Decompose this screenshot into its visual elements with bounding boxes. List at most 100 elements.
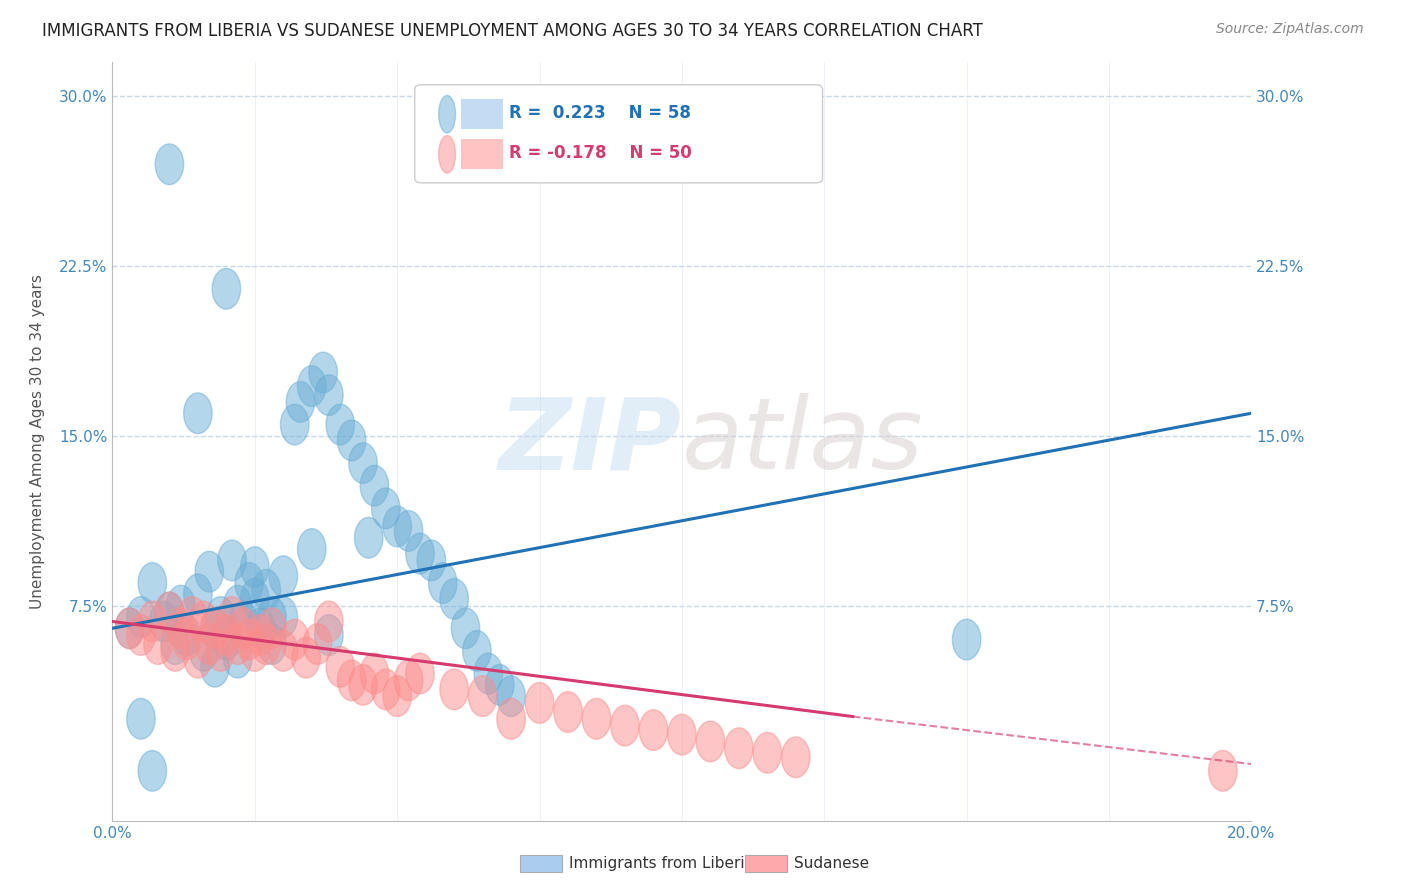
Ellipse shape: [173, 615, 201, 656]
Ellipse shape: [668, 714, 696, 755]
Text: IMMIGRANTS FROM LIBERIA VS SUDANESE UNEMPLOYMENT AMONG AGES 30 TO 34 YEARS CORRE: IMMIGRANTS FROM LIBERIA VS SUDANESE UNEM…: [42, 22, 983, 40]
Ellipse shape: [224, 624, 252, 665]
Ellipse shape: [138, 750, 166, 791]
Ellipse shape: [382, 676, 412, 716]
Ellipse shape: [292, 637, 321, 678]
Ellipse shape: [179, 597, 207, 637]
Ellipse shape: [201, 647, 229, 687]
Ellipse shape: [463, 631, 491, 672]
Ellipse shape: [298, 366, 326, 407]
Ellipse shape: [304, 624, 332, 665]
Ellipse shape: [269, 597, 298, 637]
Ellipse shape: [224, 637, 252, 678]
Ellipse shape: [166, 607, 195, 648]
Ellipse shape: [207, 597, 235, 637]
Text: R =  0.223    N = 58: R = 0.223 N = 58: [509, 104, 690, 122]
Ellipse shape: [160, 624, 190, 665]
Ellipse shape: [166, 585, 195, 626]
Ellipse shape: [184, 637, 212, 678]
Ellipse shape: [485, 665, 515, 706]
Ellipse shape: [138, 563, 166, 603]
Ellipse shape: [201, 607, 229, 648]
Ellipse shape: [371, 488, 401, 529]
Ellipse shape: [184, 574, 212, 615]
Ellipse shape: [252, 624, 280, 665]
Text: Sudanese: Sudanese: [794, 856, 869, 871]
Ellipse shape: [246, 615, 274, 656]
Ellipse shape: [326, 647, 354, 687]
Text: Source: ZipAtlas.com: Source: ZipAtlas.com: [1216, 22, 1364, 37]
Ellipse shape: [218, 540, 246, 581]
Ellipse shape: [138, 601, 166, 642]
Ellipse shape: [526, 682, 554, 723]
Ellipse shape: [173, 619, 201, 660]
Ellipse shape: [269, 631, 298, 672]
Ellipse shape: [212, 619, 240, 660]
Ellipse shape: [224, 585, 252, 626]
Ellipse shape: [315, 375, 343, 416]
Ellipse shape: [269, 556, 298, 597]
Ellipse shape: [309, 352, 337, 392]
Y-axis label: Unemployment Among Ages 30 to 34 years: Unemployment Among Ages 30 to 34 years: [31, 274, 45, 609]
Ellipse shape: [474, 653, 502, 694]
Ellipse shape: [229, 601, 257, 642]
Ellipse shape: [496, 698, 526, 739]
Ellipse shape: [696, 721, 724, 762]
Ellipse shape: [354, 517, 382, 558]
Text: ZIP: ZIP: [499, 393, 682, 490]
Ellipse shape: [240, 631, 269, 672]
Text: Immigrants from Liberia: Immigrants from Liberia: [569, 856, 755, 871]
Ellipse shape: [127, 698, 155, 739]
Ellipse shape: [195, 624, 224, 665]
Ellipse shape: [429, 563, 457, 603]
Ellipse shape: [640, 710, 668, 750]
Text: atlas: atlas: [682, 393, 924, 490]
Ellipse shape: [440, 579, 468, 619]
Ellipse shape: [360, 466, 388, 506]
Ellipse shape: [554, 691, 582, 732]
Ellipse shape: [252, 569, 280, 610]
Ellipse shape: [360, 653, 388, 694]
Ellipse shape: [298, 529, 326, 569]
Ellipse shape: [184, 392, 212, 434]
Ellipse shape: [240, 579, 269, 619]
Text: R = -0.178    N = 50: R = -0.178 N = 50: [509, 145, 692, 162]
Ellipse shape: [235, 619, 263, 660]
Ellipse shape: [280, 404, 309, 445]
Ellipse shape: [280, 619, 309, 660]
Ellipse shape: [406, 533, 434, 574]
Ellipse shape: [496, 676, 526, 716]
Ellipse shape: [451, 607, 479, 648]
Ellipse shape: [418, 540, 446, 581]
Ellipse shape: [724, 728, 754, 769]
Ellipse shape: [287, 382, 315, 422]
Ellipse shape: [246, 607, 274, 648]
Ellipse shape: [155, 592, 184, 632]
Ellipse shape: [326, 404, 354, 445]
Ellipse shape: [155, 144, 184, 185]
Ellipse shape: [257, 624, 287, 665]
Ellipse shape: [315, 615, 343, 656]
Ellipse shape: [155, 592, 184, 632]
Ellipse shape: [201, 607, 229, 648]
Ellipse shape: [337, 420, 366, 461]
Ellipse shape: [190, 601, 218, 642]
Ellipse shape: [315, 601, 343, 642]
Ellipse shape: [257, 607, 287, 648]
Ellipse shape: [406, 653, 434, 694]
Ellipse shape: [160, 631, 190, 672]
Ellipse shape: [229, 607, 257, 648]
Ellipse shape: [115, 607, 143, 648]
Ellipse shape: [195, 551, 224, 592]
Ellipse shape: [394, 660, 423, 701]
Ellipse shape: [610, 706, 640, 746]
Ellipse shape: [1209, 750, 1237, 791]
Ellipse shape: [190, 631, 218, 672]
Ellipse shape: [582, 698, 610, 739]
Ellipse shape: [149, 601, 179, 642]
Ellipse shape: [468, 676, 496, 716]
Ellipse shape: [394, 510, 423, 551]
Ellipse shape: [240, 547, 269, 588]
Ellipse shape: [143, 624, 173, 665]
Ellipse shape: [754, 732, 782, 773]
